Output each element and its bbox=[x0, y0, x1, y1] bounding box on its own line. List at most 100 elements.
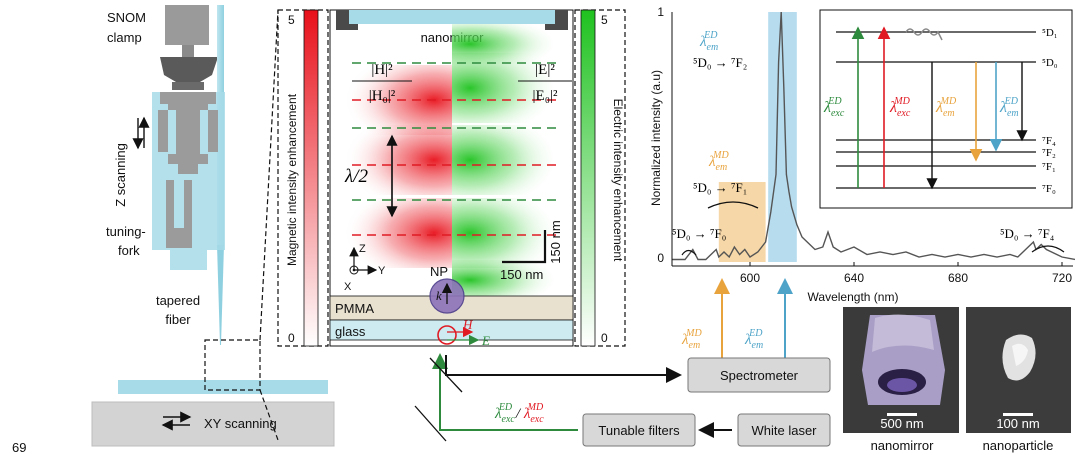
svg-text:λemED: λemED bbox=[744, 328, 763, 351]
exc-md-inset-label: λexcMD bbox=[889, 96, 911, 119]
scale-bar bbox=[502, 230, 547, 264]
axis-x-label: X bbox=[344, 281, 352, 293]
emission-spectrum-chart: 600 640 680 720 01 Wavelength (nm) Normaliz… bbox=[649, 5, 1075, 304]
white-laser: White laser bbox=[737, 413, 831, 447]
exc-ed-symbol: λ bbox=[494, 406, 502, 422]
nanoparticle-micrograph: 100 nm nanoparticle bbox=[966, 307, 1071, 453]
y-axis-label: Normalized intensity (a.u) bbox=[649, 70, 663, 206]
tapered-fiber-text-1: tapered bbox=[156, 293, 200, 308]
pmma-label: PMMA bbox=[335, 301, 374, 316]
h-vector-label: H bbox=[462, 317, 473, 332]
tuning-fork bbox=[166, 180, 174, 228]
exc-md-symbol: λ bbox=[523, 406, 531, 422]
magnetic-ratio: |H|² |H₀|² bbox=[352, 62, 412, 104]
half-wavelength-label: λ/2 bbox=[344, 166, 369, 187]
x-tick-label: 720 bbox=[1052, 271, 1072, 285]
x-ticks: 600 640 680 720 bbox=[740, 262, 1072, 285]
tapered-fiber-text-2: fiber bbox=[165, 312, 191, 327]
level-d0-label: ⁵D₀ bbox=[1042, 57, 1058, 69]
snom-clamp bbox=[165, 5, 209, 45]
xy-scanning-arrows bbox=[161, 411, 192, 431]
y-ticks: 01 bbox=[657, 5, 664, 265]
x-tick-label: 600 bbox=[740, 271, 760, 285]
electric-lobe bbox=[452, 260, 572, 300]
axis-y-label: Y bbox=[378, 265, 386, 277]
snom-clamp-text-2: clamp bbox=[107, 30, 142, 45]
excitation-label: λexcED / λexcMD bbox=[494, 402, 544, 425]
electric-max: 5 bbox=[601, 13, 608, 27]
tuning-fork-text-1: tuning- bbox=[106, 224, 146, 239]
nanomirror-micrograph: 500 nm nanomirror bbox=[843, 307, 959, 453]
field-node-lines bbox=[352, 62, 560, 236]
electric-lobe bbox=[452, 125, 572, 195]
level-f1-label: ⁷F₁ bbox=[1042, 161, 1056, 173]
axis-z-label: Z bbox=[359, 243, 366, 255]
snom-setup bbox=[91, 5, 335, 447]
magnetic-colorbar: 5 0 Magnetic intensity enhancement bbox=[277, 9, 329, 347]
cavity-field-map: nanomirror PMMA glass NP k H E |H|² |H₀|… bbox=[329, 9, 574, 348]
emission-bands bbox=[718, 12, 797, 262]
y-tick-label: 1 bbox=[657, 5, 664, 19]
magnetic-max: 5 bbox=[288, 13, 295, 27]
md-annotation-symbol: λemMD bbox=[708, 150, 730, 173]
tunable-filters: Tunable filters bbox=[582, 413, 696, 447]
mirror-upper bbox=[429, 357, 463, 393]
svg-text:|E₀|²: |E₀|² bbox=[533, 88, 558, 104]
em-ed-inset-label: λemED bbox=[999, 96, 1019, 119]
level-f2-label: ⁷F₂ bbox=[1042, 147, 1056, 159]
svg-text:|E|²: |E|² bbox=[535, 62, 555, 78]
xy-stage bbox=[91, 401, 335, 447]
level-d1-label: ⁵D₁ bbox=[1042, 27, 1058, 39]
svg-text:λemMD: λemMD bbox=[681, 328, 703, 351]
nanomirror-caption: nanomirror bbox=[871, 438, 935, 453]
f0-transition-label: ⁵D₀ → ⁷F₀ bbox=[672, 226, 726, 241]
emission-md-label: λemMD bbox=[681, 328, 703, 351]
electric-field-lobes bbox=[452, 24, 572, 300]
electric-colorbar: 5 0 Electric intensity enhancement bbox=[574, 9, 626, 347]
svg-text:Spectrometer: Spectrometer bbox=[720, 368, 799, 383]
tapered-fiber-tip bbox=[217, 245, 224, 345]
svg-text:|H|²: |H|² bbox=[371, 62, 393, 78]
svg-text:Tunable filters: Tunable filters bbox=[598, 423, 680, 438]
electric-colorbar-label: Electric intensity enhancement bbox=[611, 99, 625, 262]
excitation-spot bbox=[437, 325, 457, 345]
electric-ratio: |E|² |E₀|² bbox=[518, 62, 572, 104]
y-tick-label: 0 bbox=[657, 251, 664, 265]
glass-layer bbox=[329, 319, 574, 341]
ed-transition-label: ⁵D₀ → ⁷F₂ bbox=[693, 55, 747, 70]
scale-h-label: 150 nm bbox=[500, 267, 543, 282]
x-tick-label: 640 bbox=[844, 271, 864, 285]
em-md-inset-label: λemMD bbox=[935, 96, 957, 119]
sample-slide bbox=[118, 380, 328, 394]
electric-min: 0 bbox=[601, 331, 608, 345]
magnetic-min: 0 bbox=[288, 331, 295, 345]
ed-annotation-symbol: λemED bbox=[699, 30, 718, 53]
e-vector-label: E bbox=[481, 333, 490, 348]
z-scanning-arrows bbox=[132, 116, 150, 150]
level-f0-label: ⁷F₀ bbox=[1042, 183, 1056, 195]
scale-v-label: 150 nm bbox=[548, 220, 563, 263]
svg-text:White laser: White laser bbox=[751, 423, 817, 438]
snom-clamp-text-1: SNOM bbox=[107, 10, 146, 25]
xy-scanning-label: XY scanning bbox=[204, 416, 277, 431]
md-transition-label: ⁵D₀ → ⁷F₁ bbox=[693, 180, 747, 195]
zoom-box bbox=[204, 339, 261, 391]
electric-lobe bbox=[452, 198, 572, 268]
md-band bbox=[718, 182, 766, 262]
electric-lobe bbox=[452, 24, 572, 64]
np-label: NP bbox=[430, 264, 448, 279]
nanoparticle-caption: nanoparticle bbox=[983, 438, 1054, 453]
nanomirror-scale: 500 nm bbox=[880, 416, 923, 431]
nonradiative-decay bbox=[905, 28, 943, 41]
page-number: 69 bbox=[12, 440, 26, 455]
exc-ed-inset-label: λexcED bbox=[823, 96, 845, 119]
glass-label: glass bbox=[335, 324, 366, 339]
emission-ed-label: λemED bbox=[744, 328, 763, 351]
spectrometer: Spectrometer bbox=[687, 357, 831, 393]
tuning-fork-text-2: fork bbox=[118, 243, 140, 258]
f4-transition-label: ⁵D₀ → ⁷F₄ bbox=[1000, 226, 1055, 241]
mirror-lower bbox=[414, 405, 447, 442]
